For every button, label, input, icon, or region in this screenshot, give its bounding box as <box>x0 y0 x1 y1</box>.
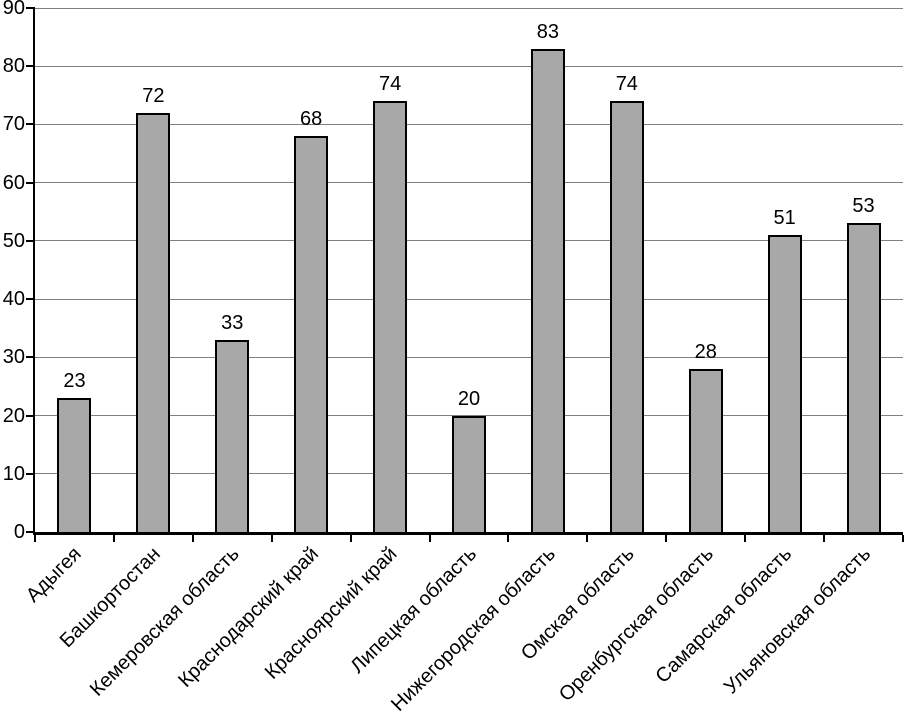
y-axis-tick-label: 90 <box>2 0 25 19</box>
gridline <box>35 298 903 300</box>
gridline <box>35 240 903 242</box>
x-axis-tick <box>270 535 273 542</box>
x-axis-tick <box>507 535 510 542</box>
bar-value-label: 53 <box>852 195 875 218</box>
bar <box>136 112 171 532</box>
bar-value-label: 23 <box>63 370 86 393</box>
bar-value-label: 83 <box>536 20 560 43</box>
y-axis-tick-label: 20 <box>2 404 25 427</box>
y-axis-tick-label: 40 <box>2 288 25 311</box>
y-axis-tick-label: 50 <box>2 229 25 252</box>
y-axis-tick-label: 10 <box>2 462 25 485</box>
x-axis-tick <box>428 535 431 542</box>
gridline <box>35 356 903 358</box>
bar <box>57 398 92 532</box>
bar <box>294 136 329 532</box>
y-axis-tick-label: 70 <box>2 113 25 136</box>
gridline <box>35 182 903 184</box>
y-axis-tick <box>26 298 35 301</box>
x-axis-tick <box>665 535 668 542</box>
x-axis-category-label: Красноярский край <box>260 543 402 684</box>
bar <box>215 339 250 532</box>
bar <box>373 101 408 532</box>
bar-value-label: 74 <box>615 73 638 96</box>
x-axis-tick <box>349 535 352 542</box>
gridline <box>35 65 903 67</box>
x-axis-category-label: Самарская область <box>651 543 796 688</box>
gridline <box>35 7 903 9</box>
y-axis-tick <box>26 7 35 9</box>
bar-value-label: 20 <box>457 387 481 410</box>
y-axis-tick <box>26 472 35 475</box>
bar <box>452 415 486 532</box>
gridline <box>35 123 903 125</box>
x-axis-category-label: Оренбургская область <box>554 543 718 706</box>
y-axis-tick <box>26 181 35 184</box>
x-axis-category-label: Краснодарский край <box>174 543 324 692</box>
x-axis-tick <box>112 535 115 542</box>
y-axis-tick <box>26 239 35 242</box>
y-axis-tick <box>26 356 35 359</box>
x-axis-line <box>33 532 903 535</box>
x-axis-tick <box>744 535 747 542</box>
bar-value-label: 68 <box>300 108 323 131</box>
bar-value-label: 74 <box>378 73 402 96</box>
x-axis-category-label: Ульяновская область <box>719 543 875 699</box>
bar <box>688 368 723 532</box>
y-axis-line <box>33 8 35 535</box>
bar-value-label: 51 <box>773 207 796 230</box>
bar-value-label: 28 <box>694 340 717 363</box>
x-axis-tick <box>902 535 904 542</box>
bar-value-label: 33 <box>221 311 244 334</box>
y-axis-tick <box>26 65 35 68</box>
bar <box>846 223 881 532</box>
y-axis-tick-label: 80 <box>2 55 25 78</box>
bar <box>767 235 802 532</box>
x-axis-tick <box>823 535 826 542</box>
y-axis-tick <box>26 414 35 417</box>
x-axis-tick <box>586 535 589 542</box>
x-axis-category-label: Нижегородская область <box>387 543 560 716</box>
bar <box>609 101 644 532</box>
x-axis-tick <box>34 535 36 542</box>
y-axis-tick-label: 30 <box>2 346 25 369</box>
bar-value-label: 72 <box>142 84 165 107</box>
x-axis-category-label: Кемеровская область <box>86 543 244 701</box>
x-axis-category-label: Адыгея <box>22 543 87 607</box>
bar <box>530 48 565 532</box>
y-axis-tick <box>26 531 35 533</box>
x-axis-tick <box>191 535 194 542</box>
y-axis-tick-label: 0 <box>13 521 25 543</box>
y-axis-tick <box>26 123 35 126</box>
y-axis-tick-label: 60 <box>2 171 25 194</box>
